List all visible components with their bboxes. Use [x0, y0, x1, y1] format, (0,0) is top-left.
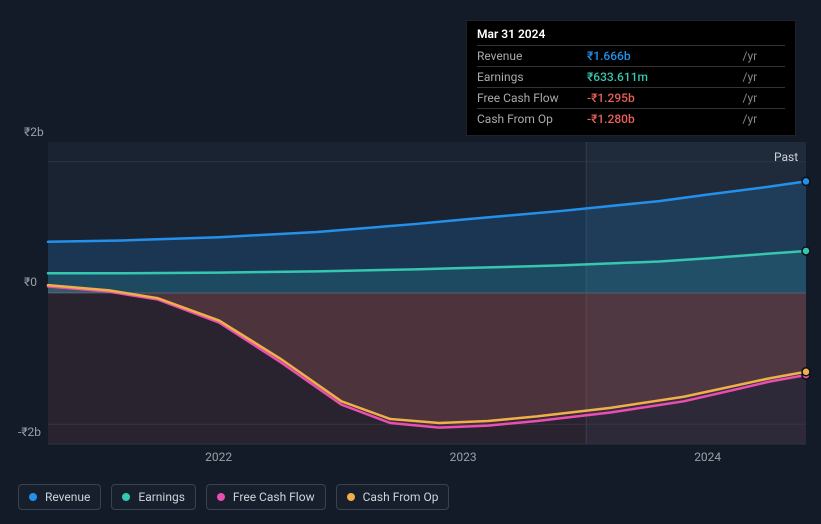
legend: Revenue Earnings Free Cash Flow Cash Fro… — [18, 484, 449, 510]
tooltip-row-unit: /yr — [739, 109, 785, 130]
tooltip-row: Revenue ₹1.666b /yr — [477, 46, 785, 67]
tooltip-row-label: Earnings — [477, 67, 587, 88]
tooltip-row-unit: /yr — [739, 46, 785, 67]
past-label: Past — [774, 150, 798, 164]
tooltip-title: Mar 31 2024 — [477, 27, 785, 45]
xaxis-label-1: 2023 — [450, 450, 477, 464]
xaxis-label-2: 2024 — [694, 450, 721, 464]
tooltip-row-label: Free Cash Flow — [477, 88, 587, 109]
tooltip-row-value: -₹1.280b — [587, 109, 739, 130]
legend-item-earnings[interactable]: Earnings — [111, 484, 196, 510]
legend-item-revenue[interactable]: Revenue — [18, 484, 101, 510]
tooltip-row: Cash From Op -₹1.280b /yr — [477, 109, 785, 130]
legend-item-label: Cash From Op — [363, 490, 439, 504]
tooltip-row-unit: /yr — [739, 67, 785, 88]
xaxis-label-0: 2022 — [205, 450, 232, 464]
tooltip-row: Free Cash Flow -₹1.295b /yr — [477, 88, 785, 109]
tooltip-row: Earnings ₹633.611m /yr — [477, 67, 785, 88]
tooltip-row-value: ₹633.611m — [587, 67, 739, 88]
legend-item-fcf[interactable]: Free Cash Flow — [206, 484, 326, 510]
legend-dot-icon — [347, 493, 355, 501]
tooltip: Mar 31 2024 Revenue ₹1.666b /yr Earnings… — [466, 20, 796, 136]
tooltip-row-value: ₹1.666b — [587, 46, 739, 67]
yaxis-label-top: ₹2b — [24, 125, 44, 139]
financial-chart: ₹2b ₹0 -₹2b 2022 2023 2024 Past Mar 31 2… — [0, 0, 821, 524]
legend-dot-icon — [122, 493, 130, 501]
legend-item-label: Earnings — [138, 490, 185, 504]
tooltip-row-unit: /yr — [739, 88, 785, 109]
legend-item-cfo[interactable]: Cash From Op — [336, 484, 450, 510]
legend-dot-icon — [29, 493, 37, 501]
legend-item-label: Free Cash Flow — [233, 490, 315, 504]
tooltip-row-label: Cash From Op — [477, 109, 587, 130]
yaxis-label-bottom: -₹2b — [18, 425, 41, 439]
tooltip-row-value: -₹1.295b — [587, 88, 739, 109]
tooltip-row-label: Revenue — [477, 46, 587, 67]
legend-item-label: Revenue — [45, 490, 90, 504]
yaxis-label-zero: ₹0 — [24, 275, 37, 289]
legend-dot-icon — [217, 493, 225, 501]
